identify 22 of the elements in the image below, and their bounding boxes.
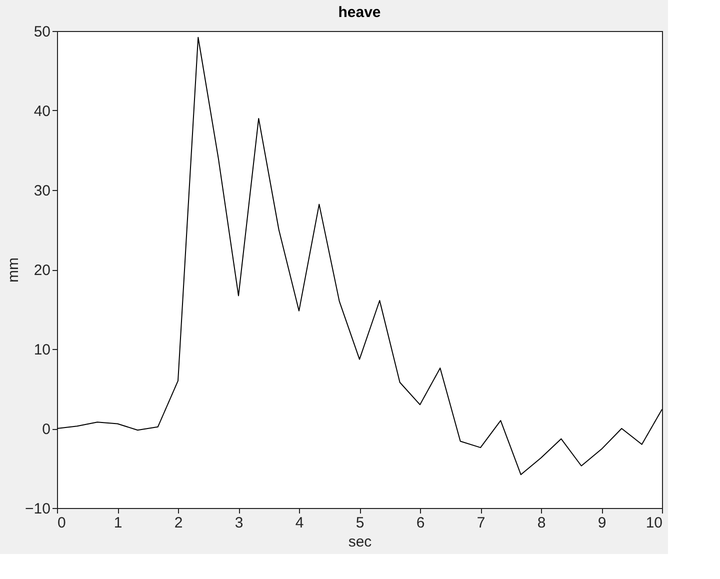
y-tick-label: −10	[25, 500, 50, 518]
x-tick-label: 3	[234, 514, 244, 532]
y-tick-label: 50	[34, 24, 50, 40]
y-axis-title: mm	[5, 258, 22, 282]
line-series	[56, 36, 662, 476]
y-tick-label: 30	[34, 182, 50, 200]
x-tick-label: 0	[58, 514, 66, 532]
x-tick-label: 8	[537, 514, 546, 532]
y-tick-label: 0	[42, 421, 50, 438]
x-tick-label: 10	[646, 514, 662, 532]
x-tick-label: 6	[416, 514, 425, 532]
x-tick-label: 5	[356, 514, 364, 532]
x-tick-label: 7	[476, 514, 486, 532]
x-axis-title: sec	[348, 534, 372, 550]
y-tick-label: 20	[34, 262, 50, 279]
x-tick-label: 2	[174, 514, 183, 532]
x-tick-label: 1	[114, 514, 122, 532]
y-tick-label: 40	[34, 103, 50, 120]
chart-title: heave	[338, 4, 381, 21]
y-tick-label: 10	[34, 342, 50, 358]
x-tick-label: 4	[295, 514, 304, 532]
x-tick-label: 9	[598, 514, 606, 532]
